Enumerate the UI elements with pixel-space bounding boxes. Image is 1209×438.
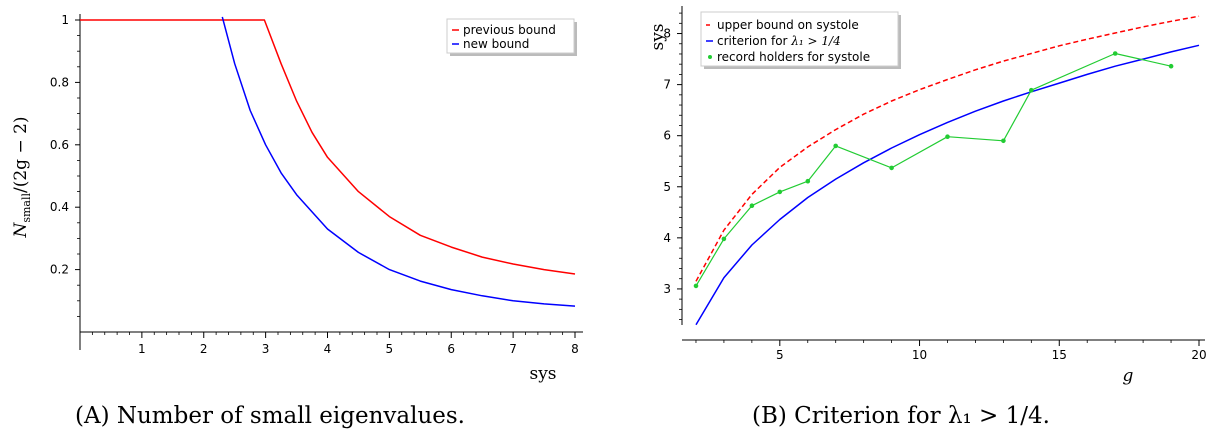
a-x-tick-label-4: 4 [324, 342, 332, 356]
b-legend-label-criterion: criterion for λ₁ > 1/4 [717, 34, 841, 48]
b-record-point-9 [1029, 87, 1034, 93]
b-series-line-1 [695, 44, 1200, 326]
b-caption: (B) Criterion for λ₁ > 1/4. [752, 403, 1050, 429]
b-record-point-8 [1001, 138, 1006, 144]
b-y-tick-label-7: 7 [663, 78, 671, 92]
a-y-tick-label-4: 1 [61, 13, 69, 27]
b-series-line-2 [695, 52, 1172, 287]
b-y-tick-label-4: 4 [663, 231, 671, 245]
a-series-group [80, 16, 576, 307]
b-record-point-7 [945, 134, 950, 139]
a-legend-label-previous: previous bound [463, 23, 556, 37]
b-ticks: 5 10 15 20 3 4 5 6 7 8 [663, 12, 1207, 362]
a-y-axis-label-sub: small [20, 193, 33, 223]
chart-a: 1 2 3 4 5 6 7 8 0.2 0.4 0.6 0.8 1 previous bound new… [11, 13, 583, 429]
b-x-tick-label-10: 10 [912, 348, 927, 362]
b-x-tick-label-5: 5 [776, 348, 784, 362]
a-x-tick-label-8: 8 [571, 342, 579, 356]
a-x-axis-label: sys [529, 364, 556, 384]
b-record-point-3 [777, 189, 783, 195]
b-legend-label-criterion-math: λ₁ > 1/4 [790, 34, 840, 48]
a-y-tick-label-2: 0.6 [50, 138, 69, 152]
a-legend-label-new: new bound [463, 37, 529, 51]
b-legend-box [700, 11, 899, 67]
a-x-tick-label-6: 6 [447, 342, 455, 356]
b-y-tick-label-6: 6 [663, 129, 671, 143]
b-legend-swatch-record [708, 55, 712, 59]
a-x-tick-label-1: 1 [138, 342, 146, 356]
a-x-tick-label-3: 3 [262, 342, 270, 356]
b-legend: upper bound on systole criterion for λ₁ … [700, 11, 901, 69]
a-y-tick-label-1: 0.4 [50, 200, 69, 214]
a-legend: previous bound new bound [446, 18, 577, 56]
a-x-tick-label-5: 5 [386, 342, 394, 356]
a-caption: (A) Number of small eigenvalues. [75, 403, 465, 429]
b-record-point-6 [889, 165, 894, 171]
b-record-point-1 [721, 236, 727, 242]
b-y-tick-label-5: 5 [663, 180, 671, 194]
a-series-line-0 [80, 19, 576, 275]
b-x-tick-label-15: 15 [1052, 348, 1067, 362]
b-y-axis-label: sys [648, 23, 668, 50]
b-y-tick-label-8: 8 [663, 27, 671, 41]
b-series-line-0 [695, 15, 1200, 282]
b-y-tick-label-3: 3 [663, 282, 671, 296]
b-legend-label-upper: upper bound on systole [717, 18, 859, 32]
b-series-group [693, 15, 1200, 326]
b-legend-label-record: record holders for systole [717, 50, 870, 64]
a-series-line-1 [221, 16, 576, 307]
b-record-point-2 [749, 203, 755, 208]
a-ticks: 1 2 3 4 5 6 7 8 0.2 0.4 0.6 0.8 1 [50, 13, 579, 356]
b-x-axis-label: g [1123, 366, 1134, 386]
a-x-tick-label-7: 7 [509, 342, 517, 356]
a-y-axis-label-main: N [11, 222, 31, 239]
a-y-tick-label-3: 0.8 [50, 75, 69, 89]
a-y-axis-label-rest: /(2g − 2) [11, 116, 31, 193]
a-y-axis-label: Nsmall/(2g − 2) [11, 116, 33, 238]
b-legend-label-criterion-prefix: criterion for [717, 34, 791, 48]
b-record-point-5 [833, 143, 838, 149]
b-record-point-0 [693, 283, 699, 289]
a-x-tick-label-2: 2 [200, 342, 208, 356]
a-legend-box [446, 18, 575, 54]
b-record-point-10 [1112, 51, 1118, 56]
b-x-tick-label-20: 20 [1191, 348, 1206, 362]
b-record-point-11 [1168, 63, 1174, 69]
chart-b: 5 10 15 20 3 4 5 6 7 8 upper bound on systole cri… [648, 6, 1207, 429]
a-y-tick-label-0: 0.2 [50, 263, 69, 277]
b-record-point-4 [805, 178, 811, 184]
